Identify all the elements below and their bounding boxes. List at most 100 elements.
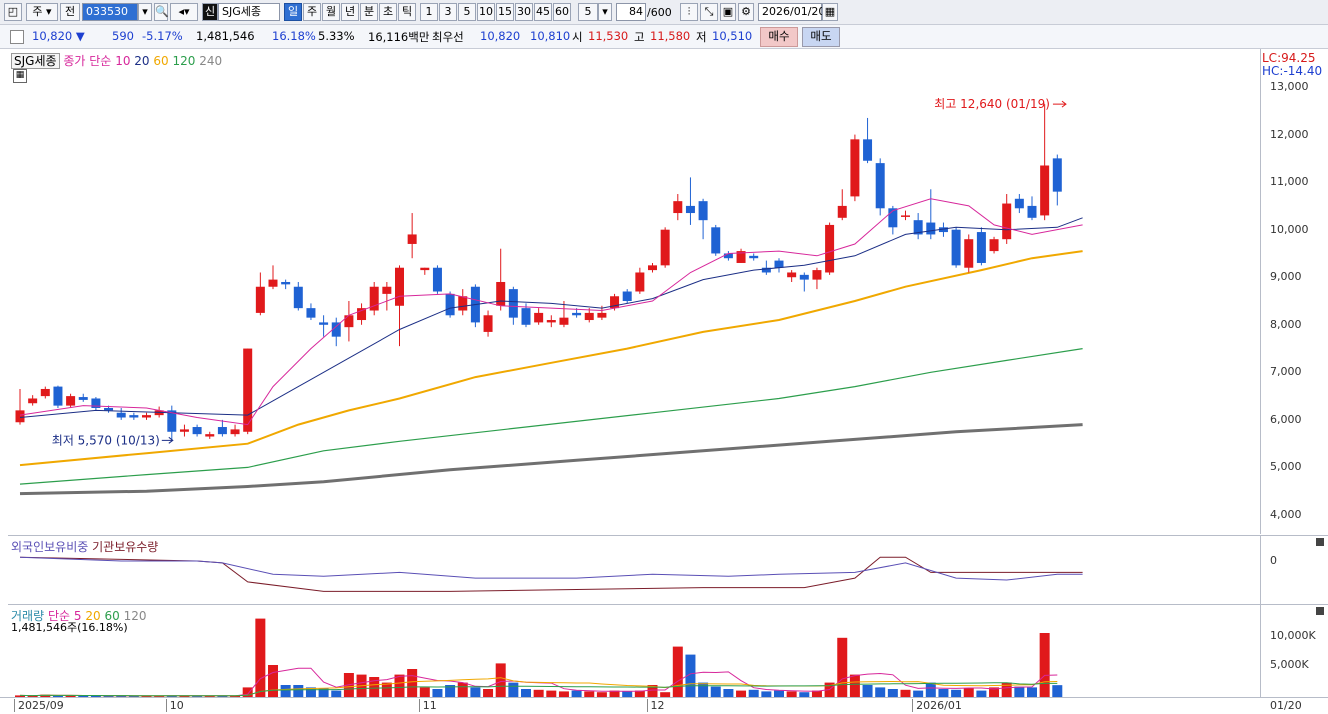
candle[interactable]: [951, 227, 961, 268]
save-icon[interactable]: ▣: [720, 3, 736, 21]
candle[interactable]: [167, 405, 177, 441]
mode-select[interactable]: 주 ▾: [26, 3, 58, 21]
candle[interactable]: [749, 253, 759, 261]
candle[interactable]: [142, 412, 151, 420]
candle[interactable]: [1040, 104, 1050, 221]
candle[interactable]: [938, 222, 948, 237]
candle[interactable]: [445, 291, 455, 318]
candle[interactable]: [230, 424, 240, 437]
candle[interactable]: [420, 267, 430, 275]
candle[interactable]: [205, 431, 215, 439]
candle[interactable]: [331, 317, 341, 347]
search-icon[interactable]: 🔍: [154, 3, 169, 21]
candle[interactable]: [217, 419, 227, 437]
buy-button[interactable]: 매수: [760, 27, 798, 47]
candle[interactable]: [382, 281, 392, 311]
candle[interactable]: [53, 385, 63, 408]
calendar-icon[interactable]: ▦: [822, 3, 838, 21]
indicator-icon[interactable]: ⤡: [700, 3, 718, 21]
shin-badge[interactable]: 신: [202, 3, 218, 21]
period-tab-0[interactable]: 일: [284, 3, 302, 21]
count-dropdown-icon[interactable]: ▾: [598, 3, 612, 21]
settings-gear-icon[interactable]: ⚙: [738, 3, 754, 21]
candle[interactable]: [369, 281, 379, 316]
minute-tab-45[interactable]: 45: [534, 3, 552, 21]
minute-tab-5[interactable]: 5: [458, 3, 476, 21]
candle[interactable]: [901, 210, 910, 221]
volume-close-icon[interactable]: [1316, 607, 1324, 615]
minute-tab-60[interactable]: 60: [553, 3, 571, 21]
candle[interactable]: [306, 303, 316, 321]
candle[interactable]: [116, 407, 126, 420]
candle[interactable]: [660, 227, 670, 268]
minute-tab-1[interactable]: 1: [420, 3, 438, 21]
period-tab-6[interactable]: 틱: [398, 3, 416, 21]
candle[interactable]: [483, 310, 493, 337]
candle[interactable]: [78, 393, 88, 402]
candle[interactable]: [964, 234, 974, 273]
candle[interactable]: [875, 158, 885, 216]
candle[interactable]: [648, 262, 657, 273]
candle[interactable]: [470, 284, 480, 328]
period-tab-5[interactable]: 초: [379, 3, 397, 21]
foreign-chart[interactable]: [8, 536, 1260, 604]
candle[interactable]: [698, 198, 708, 240]
candle[interactable]: [40, 386, 50, 399]
date-input[interactable]: 2026/01/20: [758, 3, 825, 21]
candle[interactable]: [28, 395, 38, 406]
minute-tab-30[interactable]: 30: [515, 3, 533, 21]
candle[interactable]: [799, 272, 809, 292]
stock-title[interactable]: SJG세종: [11, 53, 60, 69]
price-chart[interactable]: 최고 12,640 (01/19) 최저 5,570 (10/13): [8, 49, 1260, 534]
candle[interactable]: [673, 194, 683, 221]
code-dropdown-icon[interactable]: ▾: [138, 3, 152, 21]
candle[interactable]: [66, 393, 76, 408]
sell-button[interactable]: 매도: [802, 27, 840, 47]
count-select[interactable]: 5: [578, 3, 598, 21]
grid-icon[interactable]: ▦: [13, 69, 27, 83]
candle[interactable]: [344, 301, 354, 342]
range-input[interactable]: 84: [616, 3, 646, 21]
candle-type-icon[interactable]: ⫶: [680, 3, 698, 21]
candle[interactable]: [243, 348, 253, 435]
candle[interactable]: [635, 267, 645, 294]
candle[interactable]: [1002, 194, 1012, 244]
candle[interactable]: [255, 272, 265, 316]
minute-tab-15[interactable]: 15: [496, 3, 514, 21]
candle[interactable]: [268, 265, 278, 290]
panel-close-icon[interactable]: [1316, 538, 1324, 546]
candle[interactable]: [584, 308, 594, 323]
window-icon[interactable]: ◰: [4, 3, 22, 21]
candle[interactable]: [774, 258, 784, 273]
checkbox[interactable]: [10, 30, 24, 44]
candle[interactable]: [723, 251, 733, 261]
candle[interactable]: [787, 270, 797, 282]
stock-code-input[interactable]: 033530: [82, 3, 138, 21]
candle[interactable]: [913, 213, 923, 240]
period-tab-2[interactable]: 월: [322, 3, 340, 21]
candle[interactable]: [91, 397, 101, 411]
candle[interactable]: [534, 308, 544, 325]
candle[interactable]: [837, 189, 847, 221]
candle[interactable]: [458, 289, 468, 316]
period-tab-4[interactable]: 분: [360, 3, 378, 21]
period-tab-1[interactable]: 주: [303, 3, 321, 21]
candle[interactable]: [736, 248, 746, 263]
sound-icon[interactable]: ◂▾: [170, 3, 198, 21]
candle[interactable]: [685, 177, 695, 225]
candle[interactable]: [496, 248, 506, 311]
candle[interactable]: [192, 424, 202, 437]
candle[interactable]: [357, 303, 367, 325]
candle[interactable]: [546, 315, 556, 328]
candle[interactable]: [622, 289, 632, 304]
minute-tab-10[interactable]: 10: [477, 3, 495, 21]
period-tab-3[interactable]: 년: [341, 3, 359, 21]
candle[interactable]: [812, 267, 822, 290]
candle[interactable]: [407, 213, 417, 259]
candle[interactable]: [395, 265, 404, 347]
candle[interactable]: [711, 224, 721, 256]
candle[interactable]: [559, 301, 569, 328]
candle[interactable]: [850, 134, 860, 202]
candle[interactable]: [1027, 196, 1037, 221]
candle[interactable]: [432, 265, 442, 294]
